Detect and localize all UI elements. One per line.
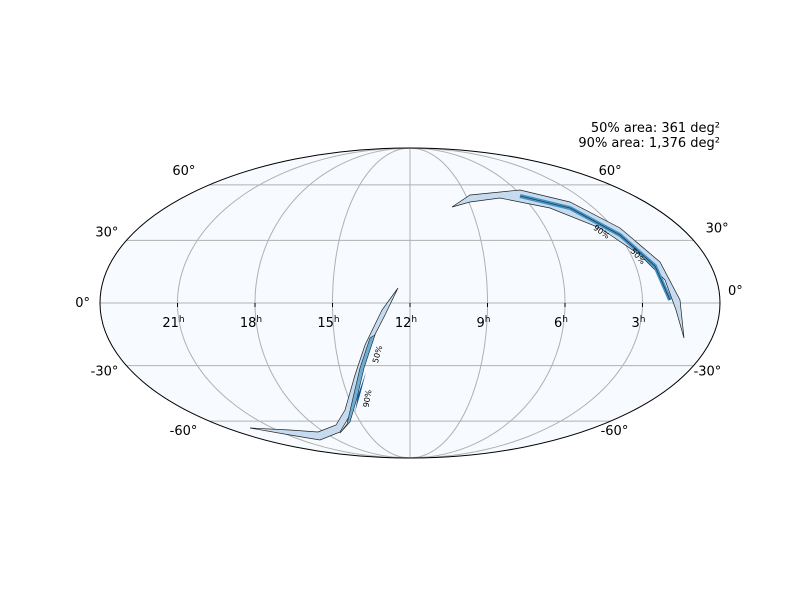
dec-label: 60° (172, 164, 195, 179)
area-annotation: 50% area: 361 deg² (591, 121, 720, 136)
ra-unit: h (334, 315, 340, 325)
dec-label: -60° (170, 424, 198, 439)
dec-label: -30° (91, 365, 119, 380)
ra-label: 12h (395, 315, 417, 331)
ra-label: 21h (162, 315, 184, 331)
ra-hours: 21 (162, 316, 179, 331)
ra-label: 15h (317, 315, 339, 331)
dec-label: 60° (599, 164, 622, 179)
ra-hours: 3 (632, 316, 640, 331)
ra-unit: h (256, 315, 262, 325)
ra-unit: h (411, 315, 417, 325)
dec-label: 30° (95, 225, 118, 240)
ra-label: 18h (240, 315, 262, 331)
ra-hours: 15 (317, 316, 334, 331)
contour-label: 90% (362, 389, 374, 408)
contour-line (519, 195, 671, 301)
contour-90 (451, 189, 685, 339)
ra-hours: 9 (477, 316, 485, 331)
area-annotation: 90% area: 1,376 deg² (578, 136, 720, 151)
ra-unit: h (179, 315, 185, 325)
ra-hours: 12 (395, 316, 412, 331)
dec-label: 0° (75, 296, 90, 311)
localization-left (249, 287, 399, 441)
ra-label: 9h (477, 315, 491, 331)
ra-unit: h (640, 315, 646, 325)
contour-50 (339, 334, 376, 434)
ra-label: 3h (632, 315, 646, 331)
dec-label: -30° (694, 365, 722, 380)
ra-unit: h (562, 315, 568, 325)
dec-label: 0° (728, 284, 743, 299)
dec-label: 30° (706, 221, 729, 236)
localization-right (451, 189, 685, 339)
sky-border (99, 147, 721, 459)
peak-region (355, 372, 366, 412)
ra-hours: 6 (554, 316, 562, 331)
ra-label: 6h (554, 315, 568, 331)
dec-label: -60° (601, 424, 629, 439)
ra-hours: 18 (240, 316, 257, 331)
ra-unit: h (485, 315, 491, 325)
